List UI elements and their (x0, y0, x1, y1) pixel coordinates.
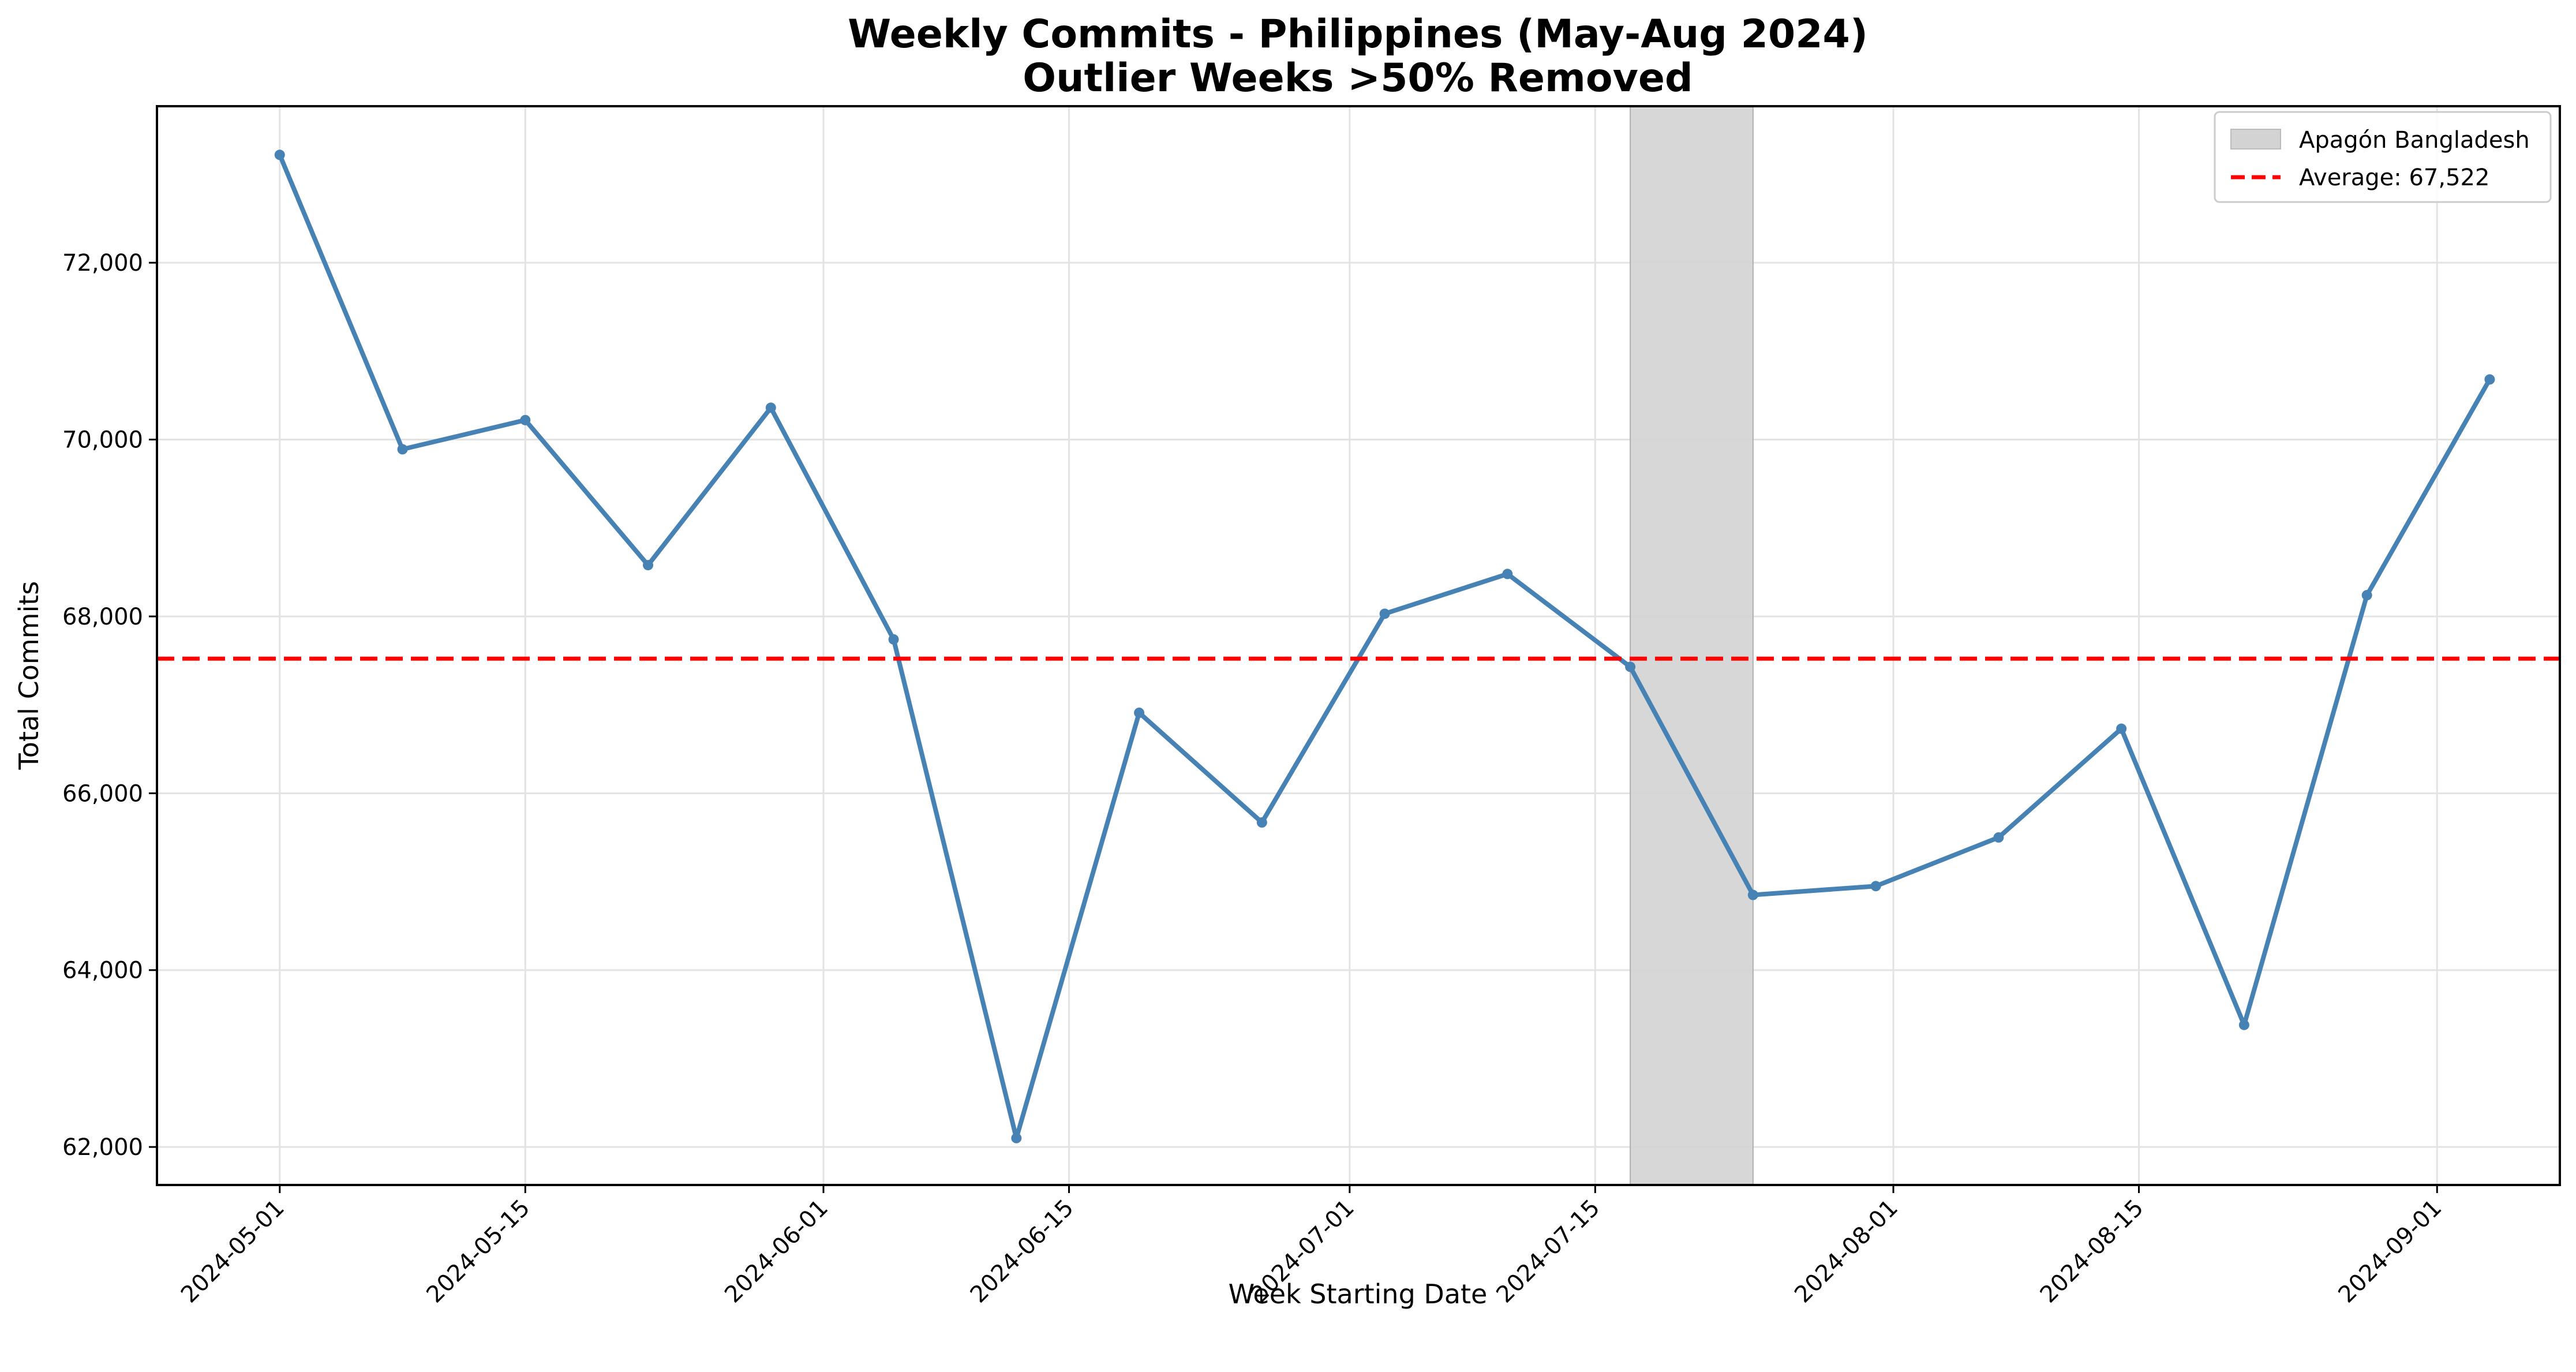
x-tick-label: 2024-08-15 (2035, 1195, 2149, 1309)
y-tick-label: 66,000 (62, 780, 143, 807)
x-tick-label: 2024-06-15 (965, 1195, 1079, 1309)
legend-average-label: Average: 67,522 (2299, 165, 2489, 191)
data-point (1379, 608, 1390, 619)
data-point (2484, 374, 2495, 385)
data-point (1502, 569, 1513, 580)
data-point (1134, 707, 1145, 718)
plot-area: 2024-05-01 2024-05-15 2024-06-01 2024-06-15… (62, 105, 2561, 1309)
legend-frame (2214, 111, 2552, 203)
data-point (1870, 881, 1881, 892)
data-point (888, 634, 899, 645)
data-point (643, 560, 654, 571)
data-point (1747, 889, 1758, 900)
chart-subtitle: Outlier Weeks >50% Removed (1023, 55, 1693, 101)
legend: Apagón Bangladesh Average: 67,522 (2214, 111, 2552, 203)
data-point (2361, 590, 2372, 601)
x-tick-label: 2024-06-01 (720, 1195, 833, 1309)
data-point (1011, 1132, 1022, 1143)
y-axis-label: Total Commits (13, 581, 44, 771)
series-line (277, 152, 2492, 1141)
legend-shaded-swatch (2230, 129, 2281, 149)
x-tick-label: 2024-09-01 (2333, 1195, 2447, 1309)
x-tick-label: 2024-05-15 (421, 1195, 535, 1309)
data-point (2238, 1019, 2249, 1030)
y-tick-label: 72,000 (62, 250, 143, 276)
legend-shaded-label: Apagón Bangladesh (2299, 127, 2530, 154)
axes-frame (156, 105, 2561, 1186)
y-tick-label: 62,000 (62, 1134, 143, 1161)
data-point (1625, 661, 1636, 672)
shaded-region (1630, 106, 1754, 1186)
data-point (520, 414, 531, 425)
data-point (2116, 723, 2127, 734)
data-point (765, 402, 776, 413)
chart-title: Weekly Commits - Philippines (May-Aug 20… (848, 12, 1868, 57)
y-tick-label: 68,000 (62, 604, 143, 630)
y-tick-label: 64,000 (62, 958, 143, 984)
data-point (1256, 817, 1267, 828)
data-point (397, 444, 408, 455)
x-tick-label: 2024-08-01 (1789, 1195, 1903, 1309)
data-point (1993, 832, 2004, 843)
x-tick-label: 2024-07-15 (1491, 1195, 1605, 1309)
x-axis-label: Week Starting Date (1229, 1278, 1488, 1310)
y-tick-label: 70,000 (62, 427, 143, 454)
data-point (274, 149, 285, 160)
x-tick-label: 2024-05-01 (176, 1195, 290, 1309)
